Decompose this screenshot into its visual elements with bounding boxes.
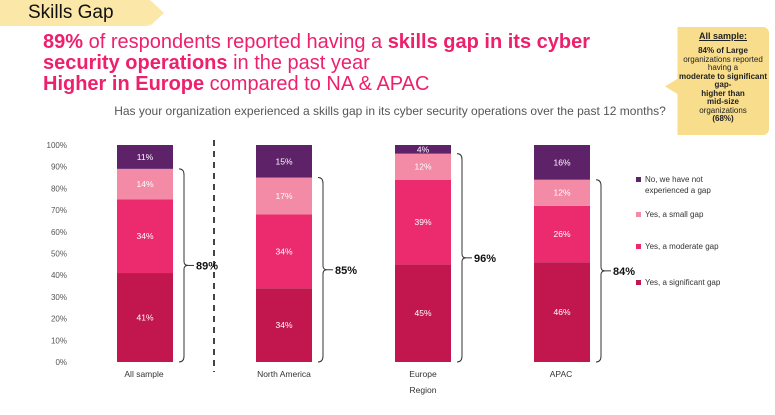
bar-segment: [117, 199, 173, 274]
segment-value-label: 17%: [275, 191, 292, 201]
bar-segment: [534, 179, 590, 206]
x-category-label: All sample: [124, 369, 163, 379]
bar-segment: [534, 262, 590, 362]
segment-value-label: 34%: [275, 320, 292, 330]
y-tick-label: 60%: [51, 228, 67, 237]
legend-swatch: [636, 212, 641, 217]
y-tick-label: 30%: [51, 293, 67, 302]
bar-segment: [395, 145, 451, 154]
legend-swatch: [636, 280, 641, 285]
bar-segment: [117, 273, 173, 362]
chart-title: Has your organization experienced a skil…: [114, 104, 666, 118]
brace-total-label: 84%: [613, 266, 635, 278]
y-tick-label: 40%: [51, 271, 67, 280]
y-tick-label: 20%: [51, 315, 67, 324]
y-tick-label: 80%: [51, 184, 67, 193]
bar-segment: [395, 264, 451, 362]
y-tick-label: 100%: [47, 141, 67, 150]
y-tick-label: 0%: [55, 358, 67, 367]
headline-mid: of respondents reported having a: [83, 31, 388, 53]
brace: [595, 179, 606, 363]
segment-value-label: 34%: [275, 246, 292, 256]
y-tick-label: 10%: [51, 336, 67, 345]
brace-total-label: 96%: [474, 253, 496, 265]
bar-segment: [534, 205, 590, 263]
callout-line-d: higher than: [701, 88, 745, 98]
segment-value-label: 12%: [414, 162, 431, 172]
callout-shape: [665, 27, 769, 135]
bar-segment: [117, 168, 173, 200]
legend-label: experienced a gap: [645, 186, 711, 195]
callout-line-f: organizations: [699, 105, 747, 115]
headline-pct: 89%: [43, 31, 84, 53]
section-tab: Skills Gap: [0, 0, 164, 26]
y-tick-label: 90%: [51, 163, 67, 172]
callout-title: All sample:: [698, 31, 747, 41]
bar-segment: [395, 179, 451, 265]
segment-value-label: 41%: [136, 313, 153, 323]
callout-line-g: (68%): [712, 114, 734, 123]
legend-swatch: [636, 177, 641, 182]
callout-note: All sample: 84% of Large organizations r…: [665, 27, 769, 135]
headline-line2-bold: Higher in Europe: [43, 73, 205, 95]
callout-line-e: mid-size: [706, 97, 739, 106]
legend-label: Yes, a significant gap: [645, 278, 721, 287]
segment-value-label: 45%: [414, 308, 431, 318]
segment-value-label: 26%: [553, 229, 570, 239]
bar-segment: [117, 145, 173, 169]
callout-body: 84% of Large organizations reported havi…: [679, 46, 768, 124]
segment-value-label: 15%: [275, 156, 292, 166]
segment-value-label: 4%: [417, 144, 430, 154]
headline-end: in the past year: [227, 52, 370, 74]
brace-total-label: 89%: [196, 260, 218, 272]
bar-segment: [256, 288, 312, 362]
bar-segment: [256, 145, 312, 178]
segment-value-label: 46%: [553, 307, 570, 317]
section-tab-label: Skills Gap: [28, 2, 114, 23]
legend-label: Yes, a small gap: [645, 210, 704, 219]
x-category-label: North America: [257, 369, 311, 379]
callout-line-c: moderate to significant gap-: [679, 71, 768, 89]
brace-total-label: 85%: [335, 265, 357, 277]
segment-value-label: 16%: [553, 157, 570, 167]
segment-value-label: 39%: [414, 217, 431, 227]
bar-segment: [256, 214, 312, 289]
headline: 89% of respondents reported having a ski…: [43, 32, 633, 95]
headline-line2-end: compared to NA & APAC: [204, 73, 430, 95]
segment-value-label: 12%: [553, 188, 570, 198]
x-axis-title: Region: [410, 385, 437, 395]
bar-segment: [395, 153, 451, 180]
bar-segment: [534, 145, 590, 180]
brace: [456, 153, 467, 363]
legend-swatch: [636, 244, 641, 249]
callout-line-b: organizations reported having a: [683, 54, 763, 72]
legend-label: Yes, a moderate gap: [645, 242, 719, 251]
segment-value-label: 11%: [137, 152, 154, 162]
legend-label: No, we have not: [645, 175, 704, 184]
segment-value-label: 14%: [136, 179, 153, 189]
x-category-label: APAC: [550, 369, 573, 379]
y-tick-label: 70%: [51, 206, 67, 215]
callout-line-a: 84% of Large: [698, 46, 748, 55]
x-category-label: Europe: [409, 369, 437, 379]
y-tick-label: 50%: [51, 250, 67, 259]
bar-segment: [256, 177, 312, 215]
segment-value-label: 34%: [136, 231, 153, 241]
brace: [317, 177, 328, 363]
headline-bold: skills gap in its cyber security operati…: [43, 31, 590, 74]
brace: [178, 168, 189, 363]
